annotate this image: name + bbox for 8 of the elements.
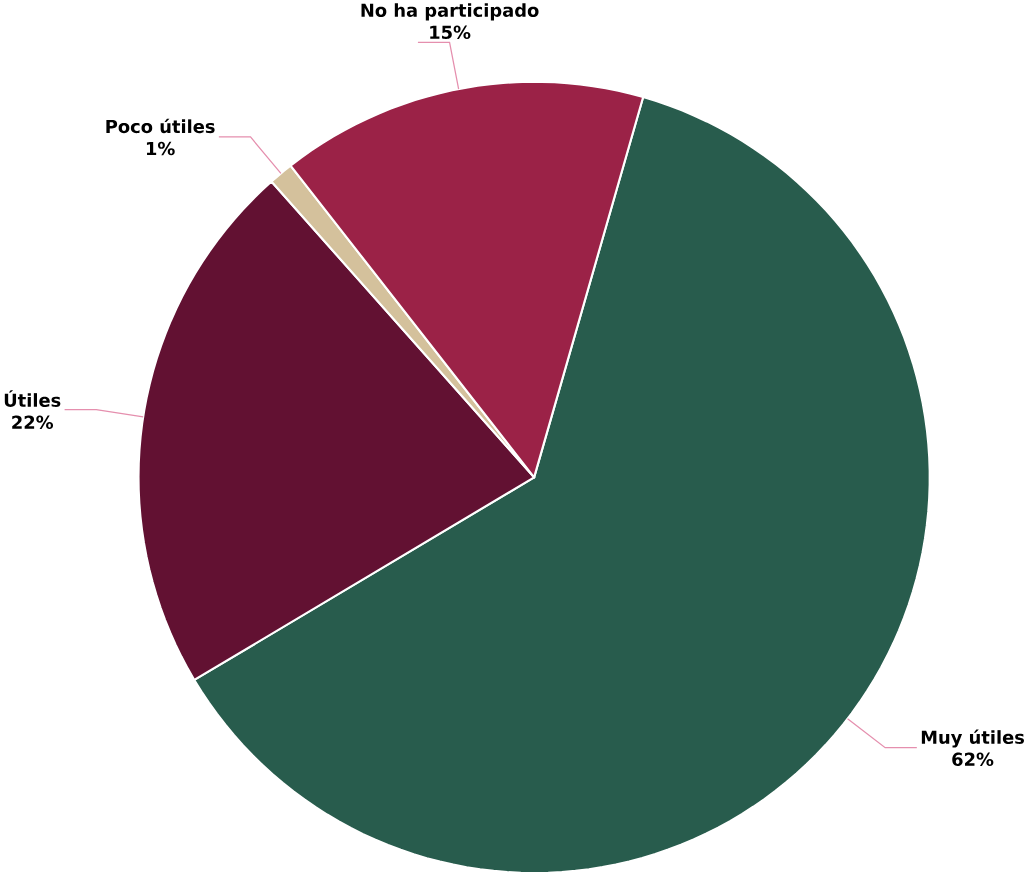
slice-label: No ha participado [361, 3, 539, 21]
slice-label: Poco útiles [106, 118, 215, 134]
data-label: 15% [430, 25, 471, 40]
data-label: 62% [952, 752, 994, 767]
data-label: 22% [12, 415, 54, 430]
data-label: 1% [146, 141, 175, 156]
slice-label: Muy útiles [921, 729, 1025, 748]
slice-label: Útiles [4, 390, 61, 407]
